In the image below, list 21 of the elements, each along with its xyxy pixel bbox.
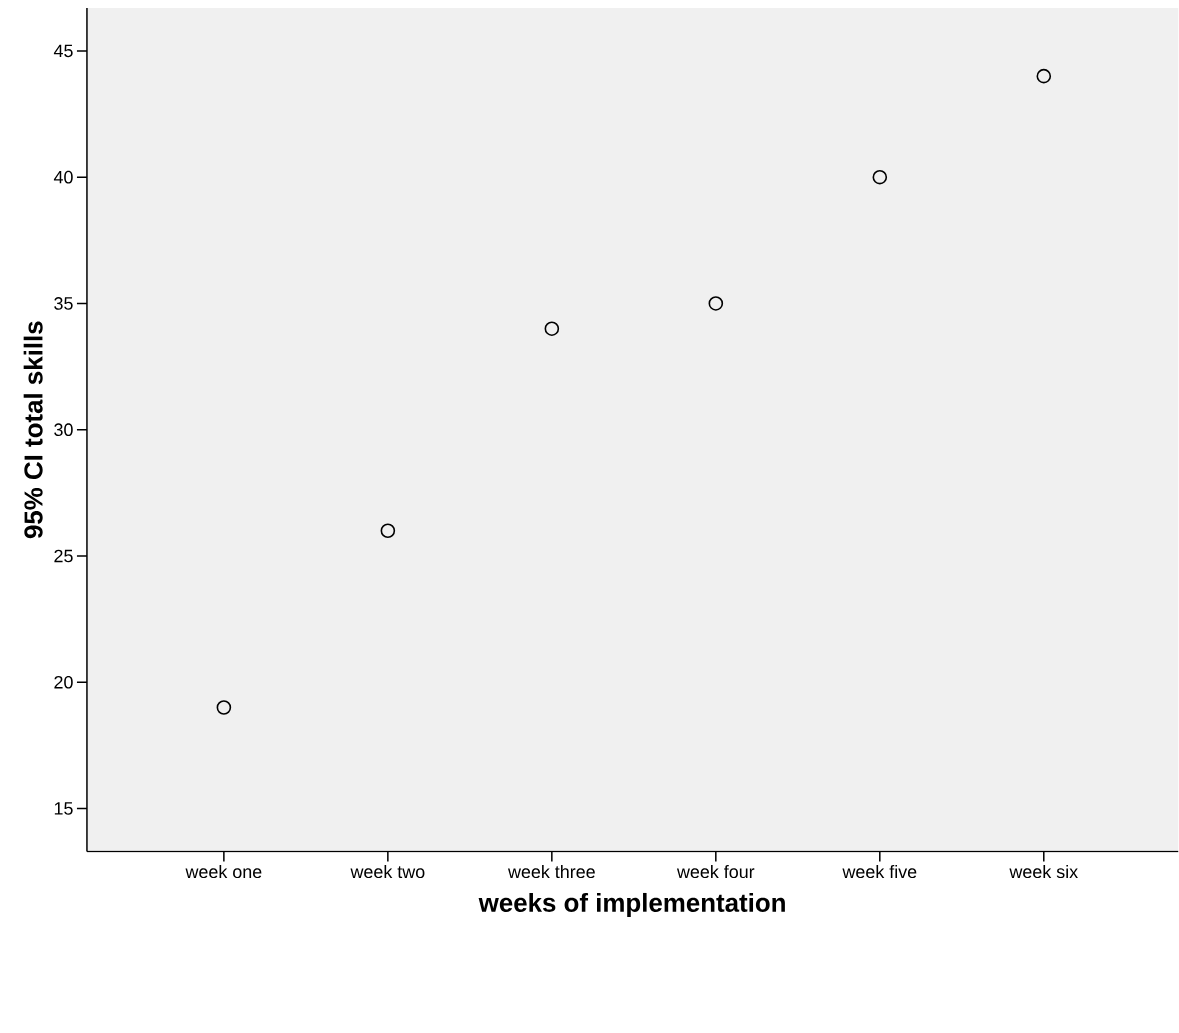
point <box>708 296 724 311</box>
point <box>216 700 232 715</box>
x-tick-label: week three <box>507 864 595 878</box>
x-tick-label: week two <box>350 864 425 878</box>
y-axis-title: 95% CI total skills <box>23 321 43 539</box>
x-axis-title: weeks of implementation <box>478 892 785 917</box>
y-tick-label: 40 <box>53 170 73 184</box>
y-tick-label: 15 <box>54 802 73 815</box>
x-tick-label: week four <box>676 864 755 878</box>
point <box>872 169 888 185</box>
x-tick-label: week six <box>1009 864 1078 878</box>
y-tick-label: 20 <box>54 675 73 689</box>
x-tick-label: week five <box>842 864 917 878</box>
y-tick-label: 30 <box>54 423 73 436</box>
y-tick-label: 45 <box>53 44 73 58</box>
y-tick-label: 35 <box>54 296 73 310</box>
point <box>1036 68 1052 84</box>
point <box>544 321 560 336</box>
x-tick-label: week one <box>185 864 262 878</box>
y-tick-label: 25 <box>54 549 73 563</box>
point <box>380 523 396 538</box>
